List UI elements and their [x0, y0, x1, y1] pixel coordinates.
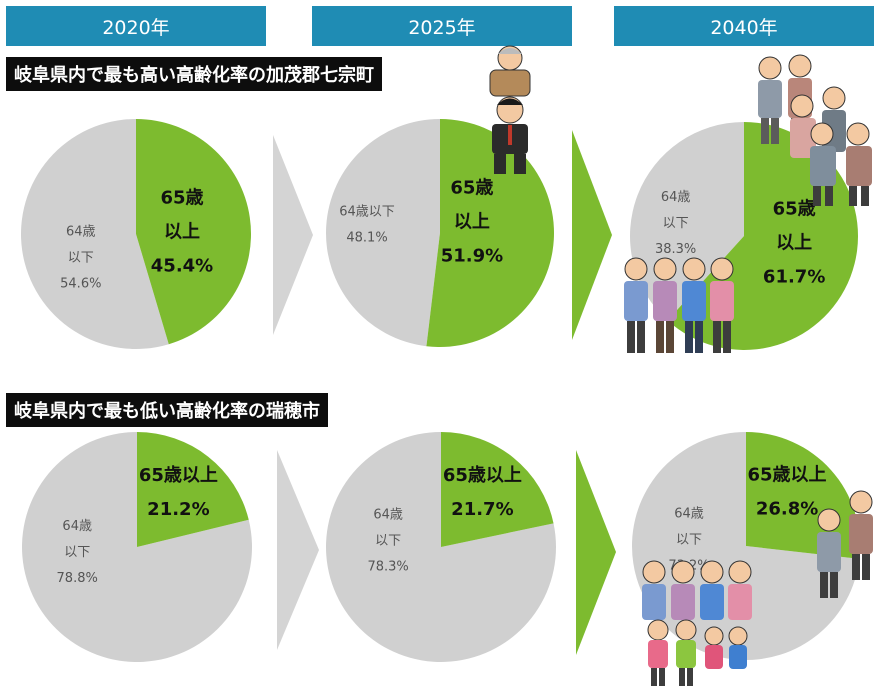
- pie-slice-64-and-under: [21, 432, 252, 662]
- pie-label-65-and-over: 65歳: [450, 177, 493, 198]
- pie-label-64-and-under: 以下: [663, 216, 689, 231]
- family-with-children-illustration: [642, 560, 752, 686]
- row-title-highest: 岐阜県内で最も高い高齢化率の加茂郡七宗町: [6, 57, 382, 91]
- pie-label-65-and-over: 65歳以上: [443, 465, 522, 486]
- pie-chart-top-2025: 65歳以上 51.9% 64歳以下 48.1%: [325, 119, 554, 347]
- year-header-2020: 2020年: [6, 6, 266, 46]
- pie-value-64-and-under: 78.3%: [367, 560, 408, 575]
- pie-slice-64-and-under: [325, 119, 440, 347]
- year-header-2025: 2025年: [312, 6, 572, 46]
- pie-label-64-and-under: 64歳: [674, 507, 704, 522]
- arrow-green-bottom: [576, 450, 616, 655]
- pie-value-65-and-over: 61.7%: [763, 267, 825, 288]
- elderly-group-illustration: [758, 54, 872, 206]
- pie-slice-65-and-over: [136, 119, 251, 345]
- pie-chart-bottom-2025: 65歳以上 21.7% 64歳以下 78.3%: [326, 432, 556, 662]
- pie-label-64-and-under: 以下: [68, 251, 94, 266]
- pie-label-64-and-under: 64歳: [66, 225, 96, 240]
- pie-value-64-and-under: 38.3%: [655, 242, 696, 257]
- pie-value-65-and-over: 45.4%: [151, 255, 213, 276]
- pie-label-64-and-under: 64歳: [661, 190, 691, 205]
- pie-value-65-and-over: 51.9%: [441, 245, 503, 266]
- arrow-green-top: [572, 130, 612, 340]
- pie-label-65-and-over: 以上: [776, 233, 812, 254]
- pie-label-64-and-under: 64歳以下: [339, 204, 395, 219]
- pie-chart-top-2020: 65歳以上 45.4% 64歳以下 54.6%: [20, 119, 251, 349]
- pie-label-64-and-under: 以下: [64, 545, 90, 560]
- arrow-gray-bottom: [277, 450, 319, 650]
- pie-label-65-and-over: 65歳: [773, 199, 816, 220]
- pie-label-64-and-under: 64歳: [62, 519, 92, 534]
- pie-value-65-and-over: 26.8%: [756, 498, 818, 519]
- pie-value-64-and-under: 48.1%: [346, 230, 387, 245]
- pie-value-64-and-under: 78.8%: [57, 571, 98, 586]
- pie-label-65-and-over: 65歳以上: [139, 465, 218, 486]
- pie-value-64-and-under: 54.6%: [60, 277, 101, 292]
- pie-label-64-and-under: 以下: [375, 534, 401, 549]
- pie-label-64-and-under: 64歳: [373, 508, 403, 523]
- row-title-lowest: 岐阜県内で最も低い高齢化率の瑞穂市: [6, 393, 328, 427]
- pie-slice-65-and-over: [441, 432, 554, 547]
- arrow-gray-top: [273, 135, 313, 335]
- pie-label-65-and-over: 以上: [454, 211, 490, 232]
- pie-chart-bottom-2020: 65歳以上 21.2% 64歳以下 78.8%: [21, 432, 252, 662]
- young-family-illustration: [624, 257, 734, 353]
- pie-slice-65-and-over: [426, 119, 554, 347]
- pie-value-65-and-over: 21.7%: [451, 499, 513, 520]
- pie-label-64-and-under: 以下: [676, 533, 702, 548]
- elderly-couple-illustration: [817, 490, 873, 598]
- pie-label-65-and-over: 65歳以上: [748, 464, 827, 485]
- pie-slice-65-and-over: [137, 432, 249, 547]
- pie-value-65-and-over: 21.2%: [147, 499, 209, 520]
- salaryman-carrying-elder-illustration: [489, 45, 531, 174]
- pie-label-65-and-over: 以上: [164, 221, 200, 242]
- year-header-2040: 2040年: [614, 6, 874, 46]
- pie-label-65-and-over: 65歳: [160, 187, 203, 208]
- pie-slice-64-and-under: [20, 119, 169, 349]
